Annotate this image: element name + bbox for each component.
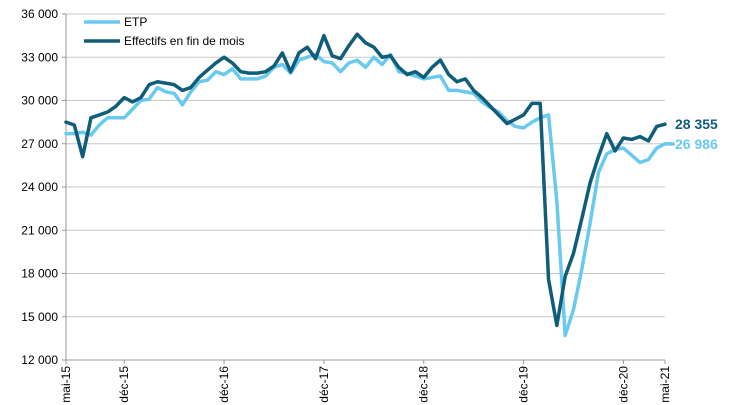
x-tick-label: déc-15: [117, 366, 131, 403]
legend: ETP Effectifs en fin de mois: [84, 15, 245, 48]
legend-label-etp: ETP: [124, 15, 147, 29]
y-tick-label: 33 000: [21, 50, 58, 64]
x-tick-label: mai-15: [59, 366, 73, 403]
x-tick-label: déc-16: [217, 366, 231, 403]
y-tick-label: 27 000: [21, 137, 58, 151]
y-tick-label: 12 000: [21, 353, 58, 367]
x-tick-label: mai-21: [658, 366, 672, 403]
x-tick-label: déc-17: [317, 366, 331, 403]
y-tick-label: 30 000: [21, 94, 58, 108]
end-labels: 26 986 28 355: [675, 116, 718, 152]
series-line-0: [64, 52, 676, 338]
end-value-label-1: 28 355: [675, 116, 718, 132]
y-tick-label: 18 000: [21, 267, 58, 281]
x-tick-labels: mai-15 déc-15 déc-16 déc-17 déc-18 déc-19 déc-…: [59, 360, 672, 403]
y-tick-label: 21 000: [21, 223, 58, 237]
y-tick-labels: 12 000 15 000 18 000 21 000 24 000 27 000 30 0…: [21, 7, 66, 367]
end-value-label-0: 26 986: [675, 136, 718, 152]
y-tick-label: 36 000: [21, 7, 58, 21]
x-tick-label: déc-18: [417, 366, 431, 403]
grid-lines: [66, 13, 665, 318]
series-lines: [64, 32, 676, 338]
y-tick-label: 24 000: [21, 180, 58, 194]
legend-label-effectifs: Effectifs en fin de mois: [124, 34, 245, 48]
y-tick-label: 15 000: [21, 310, 58, 324]
x-tick-label: déc-19: [517, 366, 531, 403]
series-line-1: [64, 32, 667, 328]
x-tick-label: déc-20: [616, 366, 630, 403]
